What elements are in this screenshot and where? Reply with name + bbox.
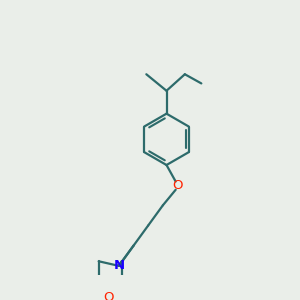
Text: N: N (113, 260, 124, 272)
Text: O: O (103, 290, 114, 300)
Text: O: O (172, 179, 183, 192)
